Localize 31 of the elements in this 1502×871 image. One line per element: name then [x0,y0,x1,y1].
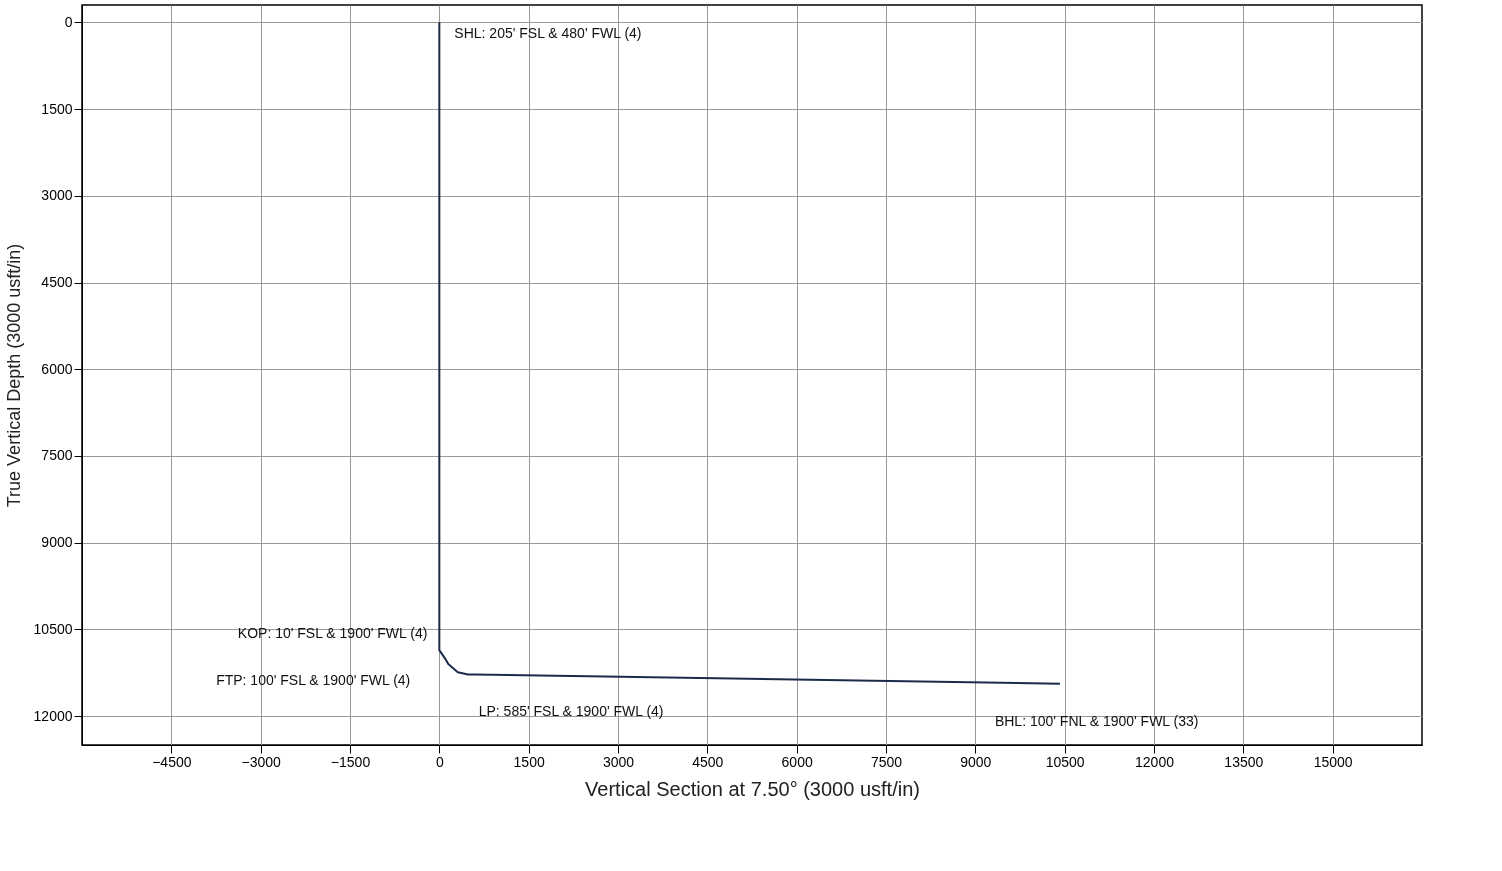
x-tick-label: 12000 [1135,753,1175,770]
y-tick-label: 0 [64,13,73,30]
x-tick-label: 0 [435,753,444,770]
x-tick-label: 15000 [1313,753,1353,770]
annotation: KOP: 10' FSL & 1900' FWL (4) [237,624,428,641]
x-axis-title: Vertical Section at 7.50° (3000 usft/in) [585,777,920,800]
x-tick-label: 1500 [513,753,545,770]
annotation: FTP: 100' FSL & 1900' FWL (4) [216,671,411,688]
y-tick-label: 3000 [41,187,73,204]
x-tick-label: 13500 [1224,753,1264,770]
x-tick-label: −3000 [241,753,282,770]
x-tick-label: 10500 [1045,753,1085,770]
annotation: LP: 585' FSL & 1900' FWL (4) [478,703,664,720]
x-tick-label: 6000 [781,753,813,770]
annotation: BHL: 100' FNL & 1900' FWL (33) [994,712,1199,729]
y-tick-label: 7500 [41,447,73,464]
x-tick-label: 7500 [870,753,903,770]
line-series [438,21,1061,685]
y-tick-label: 1500 [41,100,73,117]
y-tick-label: 6000 [41,360,73,377]
annotation: SHL: 205' FSL & 480' FWL (4) [454,25,642,42]
x-tick-label: 4500 [692,753,724,770]
x-tick-label: −1500 [330,753,371,770]
y-axis-title: True Vertical Depth (3000 usft/in) [3,243,24,508]
y-tick-label: 9000 [41,534,73,551]
y-tick-label: 10500 [33,620,73,637]
x-tick-label: −4500 [152,753,192,770]
x-tick-label: 9000 [960,753,992,770]
y-tick-label: 12000 [33,707,73,724]
x-tick-label: 3000 [602,753,635,770]
y-tick-label: 4500 [41,274,73,290]
